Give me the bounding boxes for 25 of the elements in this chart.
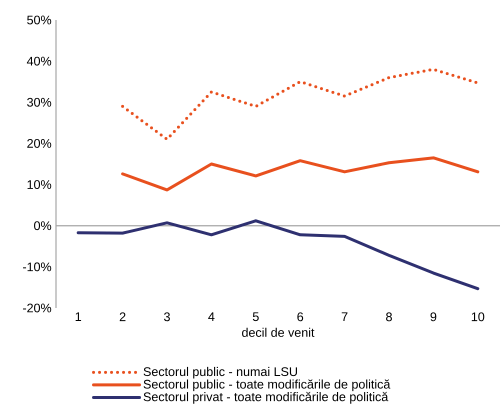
x-tick-label: 4 [208, 312, 215, 321]
line-series [121, 68, 480, 141]
y-tick-label: 40% [26, 56, 52, 66]
x-tick-label: 6 [297, 312, 304, 322]
line-series [76, 219, 480, 290]
x-tick-label: 10 [472, 312, 484, 322]
legend-label: Sectorul public - toate modificările de politică [144, 379, 390, 392]
x-tick-label: 9 [430, 312, 436, 322]
y-tick-label: 20% [27, 139, 52, 148]
y-tick-label: 30% [27, 98, 52, 107]
x-tick-label: 2 [120, 312, 126, 322]
y-tick-label: 10% [28, 180, 52, 189]
x-tick-label: 1 [76, 312, 82, 321]
line-series [121, 156, 480, 192]
legend-label: Sectorul privat - toate modificările de politică [144, 392, 388, 404]
legend-label: Sectorul public - numai LSU [144, 366, 297, 379]
x-axis-title: decil de venit [242, 328, 314, 337]
x-tick-label: 8 [386, 312, 392, 322]
x-tick-label: 5 [252, 312, 259, 322]
y-tick-label: -10% [23, 262, 52, 272]
y-tick-label: -20% [23, 304, 52, 312]
y-tick-label: 0% [34, 221, 52, 230]
y-tick-label: 50% [27, 16, 52, 24]
x-tick-label: 3 [164, 312, 170, 322]
x-tick-label: 7 [342, 312, 348, 321]
